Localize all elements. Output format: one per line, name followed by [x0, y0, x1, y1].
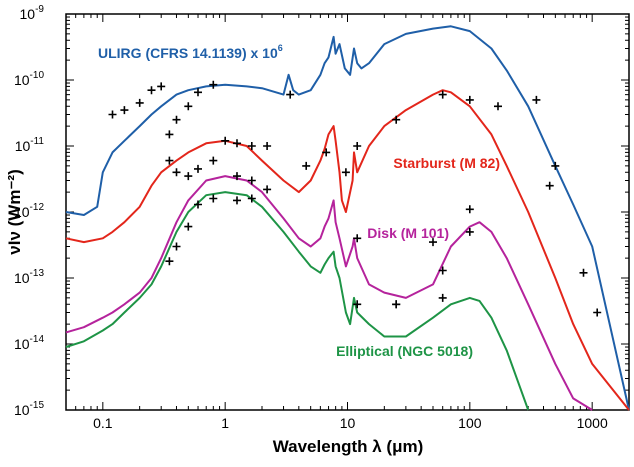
observation-marker: [184, 172, 193, 181]
observation-marker: [302, 161, 311, 170]
observation-marker: [593, 308, 602, 317]
observation-marker: [438, 266, 447, 275]
observation-marker: [247, 194, 256, 203]
observation-marker: [579, 268, 588, 277]
observation-marker: [120, 106, 129, 115]
observation-marker: [184, 222, 193, 231]
y-axis-title: νIν (Wm⁻²): [5, 169, 24, 254]
y-tick-label: 10-10: [14, 70, 44, 88]
x-tick-label: 1000: [577, 415, 608, 431]
observation-marker: [494, 102, 502, 111]
observation-marker: [465, 205, 474, 214]
observation-markers: [108, 80, 602, 317]
series-label: Disk (M 101): [367, 225, 449, 241]
observation-marker: [233, 139, 241, 148]
observation-marker: [247, 142, 256, 150]
observation-marker: [341, 168, 350, 177]
observation-marker: [165, 156, 174, 165]
observation-marker: [172, 168, 181, 177]
observation-marker: [165, 257, 174, 266]
observation-marker: [353, 300, 362, 309]
observation-marker: [172, 115, 181, 124]
observation-marker: [392, 115, 401, 124]
observation-marker: [263, 185, 272, 194]
y-tick-label: 10-15: [14, 400, 44, 418]
observation-marker: [233, 172, 241, 181]
observation-marker: [551, 161, 560, 170]
observation-marker: [263, 142, 272, 150]
observation-marker: [221, 136, 230, 145]
axis-ticks: [65, 13, 630, 411]
observation-marker: [438, 293, 447, 302]
observation-marker: [165, 130, 174, 139]
observation-marker: [438, 90, 447, 99]
observation-marker: [172, 242, 181, 251]
y-tick-label: 10-11: [15, 136, 45, 154]
observation-marker: [209, 194, 218, 203]
observation-marker: [392, 300, 401, 309]
observation-marker: [353, 142, 362, 150]
observation-marker: [532, 95, 541, 104]
series-line: [65, 25, 630, 411]
observation-marker: [322, 148, 331, 157]
series-line: [65, 89, 630, 411]
x-tick-label: 10: [340, 415, 356, 431]
x-tick-label: 0.1: [93, 415, 113, 431]
y-tick-label: 10-13: [14, 268, 44, 286]
observation-marker: [157, 82, 166, 91]
series-lines: [65, 25, 630, 411]
x-tick-label: 100: [458, 415, 482, 431]
y-tick-label: 10-14: [14, 334, 44, 352]
observation-marker: [194, 200, 202, 209]
observation-marker: [135, 98, 144, 107]
observation-marker: [209, 156, 218, 165]
observation-marker: [147, 86, 156, 95]
x-tick-label: 1: [221, 415, 229, 431]
observation-marker: [465, 95, 474, 104]
observation-marker: [194, 164, 202, 173]
series-label: ULIRG (CFRS 14.1139) x 106: [98, 43, 283, 61]
observation-marker: [465, 227, 474, 236]
series-labels: ULIRG (CFRS 14.1139) x 106 Starburst (M 8…: [98, 43, 500, 359]
observation-marker: [247, 176, 256, 185]
observation-marker: [429, 238, 437, 247]
observation-marker: [353, 234, 362, 243]
observation-marker: [184, 102, 193, 111]
observation-marker: [233, 196, 241, 205]
observation-marker: [194, 88, 202, 97]
y-tick-label: 10-9: [20, 4, 45, 22]
observation-marker: [209, 80, 218, 89]
observation-marker: [545, 181, 554, 190]
series-line: [65, 175, 593, 411]
observation-marker: [108, 110, 117, 119]
series-label: Starburst (M 82): [393, 155, 500, 171]
axis-tick-labels: 0.1 1 10 100 100010-1510-1410-1310-1210-1110…: [14, 4, 608, 431]
x-axis-title: Wavelength λ (μm): [273, 437, 424, 456]
series-line: [65, 191, 530, 411]
series-label: Elliptical (NGC 5018): [336, 343, 473, 359]
observation-marker: [286, 90, 295, 99]
